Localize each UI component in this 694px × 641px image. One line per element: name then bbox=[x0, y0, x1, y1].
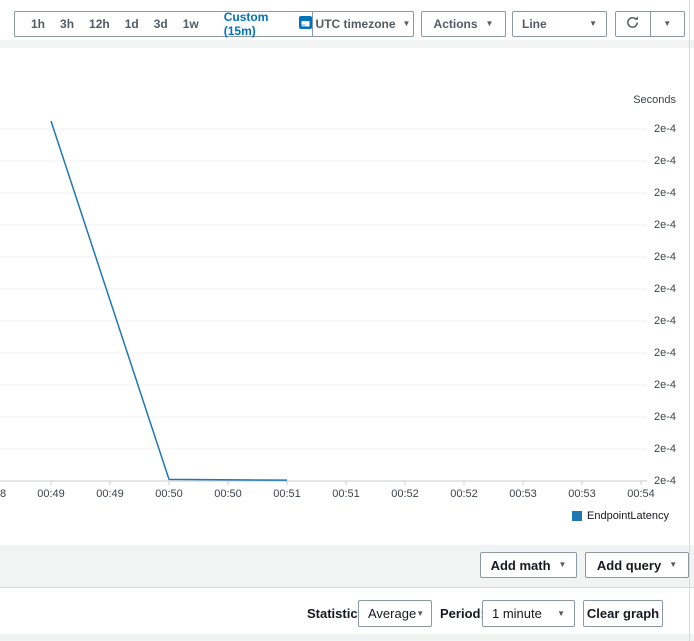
x-axis-tick-label: 00:54 bbox=[627, 488, 655, 500]
period-select[interactable]: 1 minute ▼ bbox=[482, 600, 575, 627]
refresh-button[interactable] bbox=[616, 12, 651, 36]
chart-type-value: Line bbox=[522, 17, 547, 31]
y-axis-tick-label: 2e-4 bbox=[653, 315, 676, 327]
time-range-group: 1h 3h 12h 1d 3d 1w Custom (15m) UTC timezone … bbox=[14, 10, 414, 38]
timezone-dropdown[interactable]: UTC timezone ▼ bbox=[312, 12, 413, 36]
period-label: Period: bbox=[440, 606, 485, 621]
x-axis-tick-label: 00:49 bbox=[37, 488, 65, 500]
y-axis-tick-label: 2e-4 bbox=[653, 443, 676, 455]
custom-range-link[interactable]: Custom (15m) bbox=[224, 10, 312, 38]
y-axis-tick-label: 2e-4 bbox=[653, 283, 676, 295]
clear-graph-label: Clear graph bbox=[586, 606, 660, 621]
time-range-12h[interactable]: 12h bbox=[89, 17, 110, 31]
statistic-value: Average bbox=[368, 606, 417, 621]
legend-label: EndpointLatency bbox=[587, 510, 669, 522]
clear-graph-button[interactable]: Clear graph bbox=[583, 600, 663, 627]
legend-item-endpointlatency[interactable]: EndpointLatency bbox=[572, 510, 669, 522]
refresh-options-button[interactable]: ▼ bbox=[651, 12, 685, 36]
x-axis-tick-label: 00:51 bbox=[273, 488, 301, 500]
chart-canvas bbox=[0, 120, 647, 485]
x-axis-tick-label: 00:52 bbox=[391, 488, 419, 500]
chevron-down-icon: ▼ bbox=[416, 608, 425, 618]
chevron-down-icon: ▼ bbox=[663, 19, 672, 28]
refresh-icon bbox=[625, 15, 640, 33]
chart-type-select[interactable]: Line ▼ bbox=[512, 11, 607, 37]
x-axis-tick-label: 00:49 bbox=[96, 488, 124, 500]
timezone-label: UTC timezone bbox=[315, 17, 396, 31]
panel-right-border bbox=[689, 0, 690, 641]
calendar-icon[interactable] bbox=[299, 16, 312, 32]
period-value: 1 minute bbox=[492, 606, 542, 621]
add-math-label: Add math bbox=[490, 557, 551, 573]
refresh-group: ▼ bbox=[615, 11, 685, 37]
y-axis-tick-label: 2e-4 bbox=[653, 379, 676, 391]
y-axis-tick-label: 2e-4 bbox=[653, 251, 676, 263]
x-axis-tick-label: 00:53 bbox=[568, 488, 596, 500]
time-range-1d[interactable]: 1d bbox=[124, 17, 139, 31]
y-axis-tick-label: 2e-4 bbox=[653, 475, 676, 487]
y-axis-title: Seconds bbox=[633, 94, 676, 106]
time-range-1h[interactable]: 1h bbox=[31, 17, 46, 31]
add-query-button[interactable]: Add query ▼ bbox=[585, 552, 689, 578]
statistic-label: Statistic: bbox=[307, 606, 362, 621]
divider bbox=[0, 40, 694, 48]
chevron-down-icon: ▼ bbox=[402, 19, 411, 28]
actions-button[interactable]: Actions ▼ bbox=[421, 11, 506, 37]
chevron-down-icon: ▼ bbox=[485, 19, 494, 28]
chevron-down-icon: ▼ bbox=[669, 560, 678, 569]
y-axis-tick-label: 2e-4 bbox=[653, 187, 676, 199]
x-axis-tick-label: 00:52 bbox=[450, 488, 478, 500]
chevron-down-icon: ▼ bbox=[557, 608, 565, 618]
actions-label: Actions bbox=[433, 17, 478, 31]
time-range-1w[interactable]: 1w bbox=[182, 17, 199, 31]
divider bbox=[0, 634, 694, 641]
add-math-button[interactable]: Add math ▼ bbox=[480, 552, 577, 578]
chevron-down-icon: ▼ bbox=[589, 19, 597, 28]
footer-band bbox=[0, 545, 694, 588]
time-range-3d[interactable]: 3d bbox=[153, 17, 168, 31]
y-axis-tick-label: 2e-4 bbox=[653, 347, 676, 359]
y-axis-tick-label: 2e-4 bbox=[653, 155, 676, 167]
chart-panel bbox=[0, 48, 694, 545]
legend-color-swatch bbox=[572, 511, 582, 521]
x-axis-tick-label: 00:53 bbox=[509, 488, 537, 500]
y-axis-tick-label: 2e-4 bbox=[653, 219, 676, 231]
time-range-links: 1h 3h 12h 1d 3d 1w Custom (15m) bbox=[15, 10, 312, 38]
y-axis-tick-label: 2e-4 bbox=[653, 123, 676, 135]
series-line-EndpointLatency bbox=[50, 120, 288, 481]
add-query-label: Add query bbox=[596, 557, 662, 573]
x-axis-tick-label: 8 bbox=[0, 488, 7, 500]
custom-range-label: Custom (15m) bbox=[223, 10, 269, 38]
chevron-down-icon: ▼ bbox=[558, 560, 567, 569]
x-axis-tick-label: 00:50 bbox=[214, 488, 242, 500]
x-axis-tick-label: 00:50 bbox=[155, 488, 183, 500]
time-range-3h[interactable]: 3h bbox=[60, 17, 75, 31]
y-axis-tick-label: 2e-4 bbox=[653, 411, 676, 423]
x-axis-tick-label: 00:51 bbox=[332, 488, 360, 500]
statistic-select[interactable]: Average ▼ bbox=[358, 600, 432, 627]
